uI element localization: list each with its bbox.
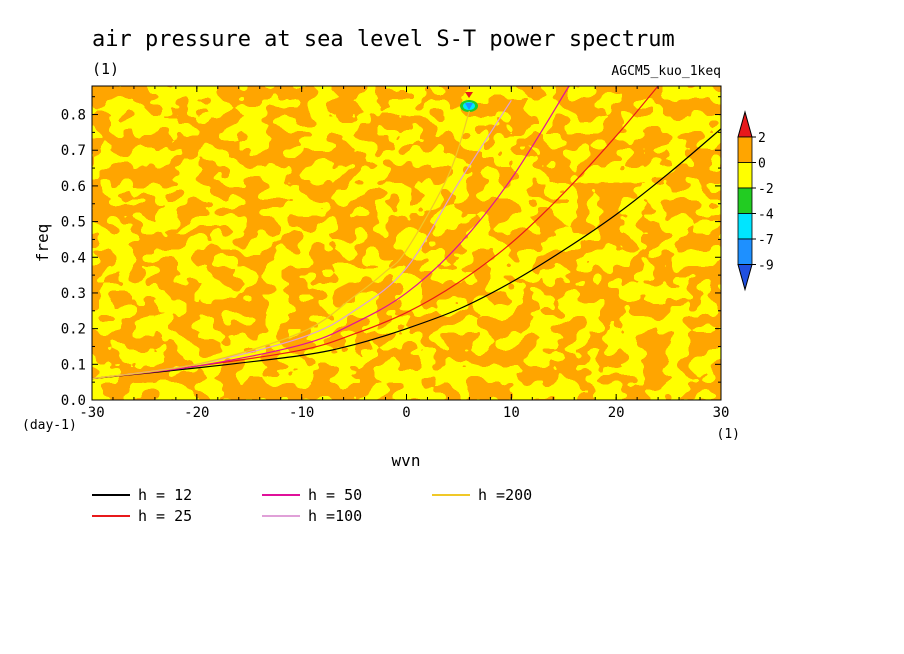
y-axis: 0.0 0.1 0.2 0.3 0.4 0.5 0.6 0.7 0.8 (61, 96, 721, 409)
spectrum-field (92, 86, 721, 400)
colorbar-segment (737, 136, 753, 163)
y-tick-label: 0.4 (61, 250, 86, 266)
colorbar-segment (737, 213, 753, 240)
x-tick-label: 30 (713, 405, 730, 421)
colorbar-under-triangle (737, 264, 753, 292)
run-label: AGCM5_kuo_1keq (611, 64, 721, 79)
legend-label: h = 12 (138, 486, 192, 504)
local-extreme-marker (460, 92, 478, 112)
x-tick-label: 0 (402, 405, 410, 421)
colorbar-segment (737, 162, 753, 189)
colorbar-label: 0 (758, 157, 766, 172)
dispersion-curve-5 (92, 110, 470, 380)
x-unit-label: (1) (717, 427, 740, 442)
colorbar-segment (737, 238, 753, 265)
colorbar-label: -4 (758, 208, 774, 223)
y-tick-label: 0.6 (61, 179, 86, 195)
x-tick-label: -30 (79, 405, 104, 421)
extreme-high-arrow (465, 92, 473, 98)
colorbar-over-triangle (737, 110, 753, 138)
colorbar-label: -7 (758, 233, 774, 248)
legend-label: h = 50 (308, 486, 362, 504)
y-tick-label: 0.1 (61, 357, 86, 373)
dispersion-curve-3 (92, 86, 570, 380)
x-axis: -30 -20 -10 0 10 20 30 (79, 86, 729, 421)
y-axis-label: freq (33, 224, 52, 263)
chart-title: air pressure at sea level S-T power spec… (92, 27, 675, 52)
colorbar-label: -2 (758, 182, 774, 197)
legend-label: h = 25 (138, 507, 192, 525)
dispersion-curve-2 (92, 86, 659, 380)
x-tick-label: -20 (184, 405, 209, 421)
plot-area: -30 -20 -10 0 10 20 30 0.00.10.20.30.40.50.60.… (61, 85, 729, 421)
colorbar-label: -9 (758, 259, 774, 274)
y-tick-label: 0.8 (61, 108, 86, 124)
colorbar-segment (737, 187, 753, 214)
extreme-low-arrow (465, 103, 473, 110)
legend-label: h =100 (308, 507, 362, 525)
dispersion-curve-1 (92, 128, 721, 380)
colorbar-label: 2 (758, 131, 766, 146)
x-tick-label: -10 (289, 405, 314, 421)
y-tick-label: 0.2 (61, 322, 86, 338)
dispersion-curves (92, 86, 721, 380)
x-tick-label: 20 (608, 405, 625, 421)
units-label: (1) (92, 60, 119, 78)
y-tick-label: 0.3 (61, 286, 86, 302)
y-tick-label: 0.7 (61, 143, 86, 159)
colorbar: 2 0 -2 -4 -7 -9 (737, 110, 774, 292)
y-tick-label: 0.0 (61, 393, 86, 409)
legend: h = 12 h = 25 h = 50 h =100 h =200 (92, 486, 532, 525)
x-axis-label: wvn (392, 451, 421, 470)
y-tick-label: 0.5 (61, 215, 86, 231)
y-unit-label: (day-1) (22, 418, 77, 433)
legend-label: h =200 (478, 486, 532, 504)
x-tick-label: 10 (503, 405, 520, 421)
